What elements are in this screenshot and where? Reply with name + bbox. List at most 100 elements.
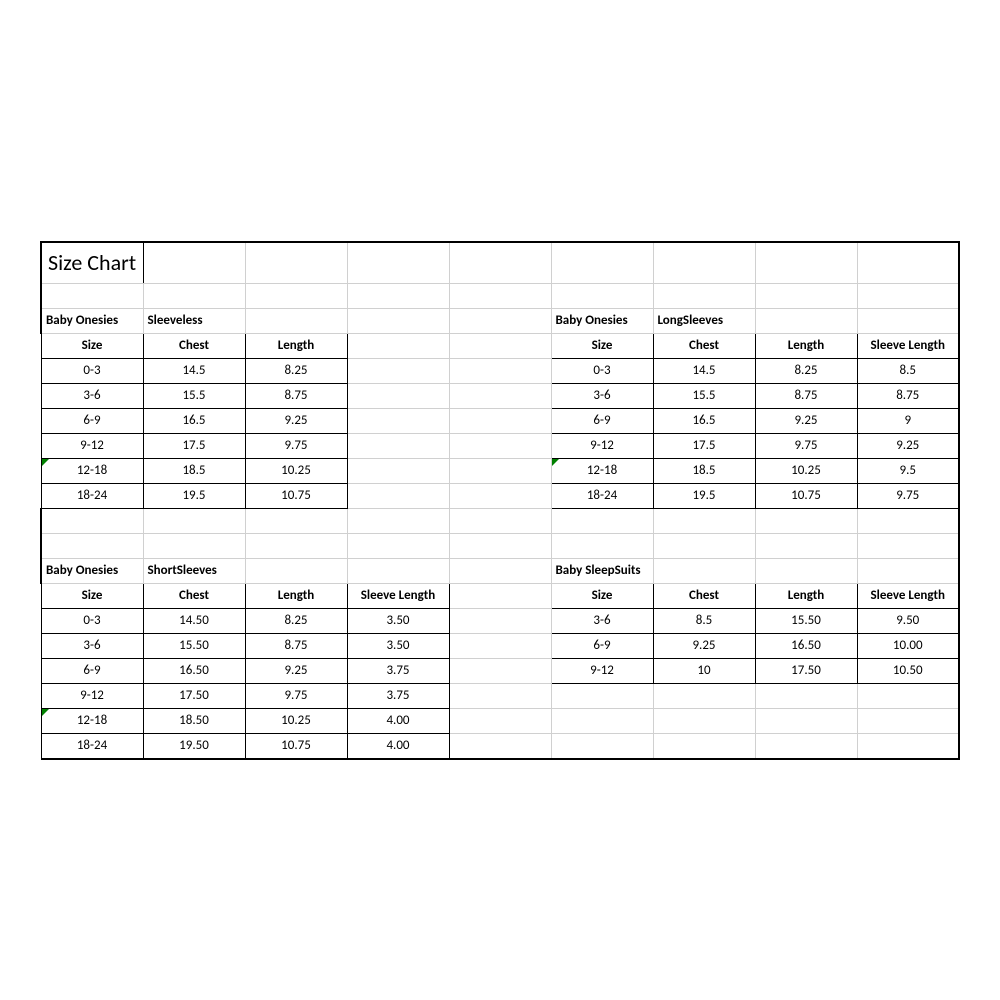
s1r-col-chest: Chest [653, 333, 755, 358]
table-cell: 3.75 [347, 658, 449, 683]
table-cell: 9.5 [857, 458, 959, 483]
s1r-col-length: Length [755, 333, 857, 358]
table-cell: 15.5 [653, 383, 755, 408]
table-cell: 9-12 [551, 658, 653, 683]
table-cell: 17.50 [143, 683, 245, 708]
table-cell: 18-24 [41, 483, 143, 508]
table-cell: 6-9 [551, 633, 653, 658]
table-cell: 10.75 [245, 483, 347, 508]
table-cell: 12-18 [41, 458, 143, 483]
table-cell: 12-18 [551, 458, 653, 483]
table-cell: 14.5 [653, 358, 755, 383]
table-cell: 10.75 [755, 483, 857, 508]
table-cell: 3-6 [551, 383, 653, 408]
section1-left-variant: Sleeveless [143, 308, 245, 333]
section2-left-variant: ShortSleeves [143, 558, 245, 583]
s2l-col-length: Length [245, 583, 347, 608]
section1-right-variant: LongSleeves [653, 308, 755, 333]
table-cell: 9.75 [245, 683, 347, 708]
table-cell: 10.00 [857, 633, 959, 658]
table-cell: 9.75 [245, 433, 347, 458]
table-cell: 6-9 [41, 658, 143, 683]
table-cell: 8.25 [755, 358, 857, 383]
table-cell: 3-6 [551, 608, 653, 633]
table-cell: 15.50 [143, 633, 245, 658]
s1r-col-size: Size [551, 333, 653, 358]
table-cell: 16.5 [143, 408, 245, 433]
table-cell: 17.50 [755, 658, 857, 683]
table-cell: 9.50 [857, 608, 959, 633]
table-cell: 0-3 [551, 358, 653, 383]
table-cell: 19.5 [143, 483, 245, 508]
s2l-col-sleeve: Sleeve Length [347, 583, 449, 608]
table-cell: 10.25 [755, 458, 857, 483]
section2-right-name: Baby SleepSuits [551, 558, 653, 583]
table-cell: 9 [857, 408, 959, 433]
table-cell: 19.50 [143, 733, 245, 759]
s1r-col-sleeve: Sleeve Length [857, 333, 959, 358]
s1l-col-length: Length [245, 333, 347, 358]
page-title: Size Chart [41, 242, 143, 284]
table-cell: 8.5 [857, 358, 959, 383]
table-cell: 19.5 [653, 483, 755, 508]
table-cell: 9.25 [653, 633, 755, 658]
table-cell: 9.25 [755, 408, 857, 433]
table-cell: 9.25 [857, 433, 959, 458]
s2l-col-chest: Chest [143, 583, 245, 608]
table-cell: 12-18 [41, 708, 143, 733]
table-cell: 15.5 [143, 383, 245, 408]
table-cell: 6-9 [551, 408, 653, 433]
table-cell: 18-24 [551, 483, 653, 508]
table-cell: 6-9 [41, 408, 143, 433]
table-cell: 18.5 [143, 458, 245, 483]
table-cell: 10.50 [857, 658, 959, 683]
table-cell: 16.5 [653, 408, 755, 433]
s1l-col-size: Size [41, 333, 143, 358]
table-cell: 3.75 [347, 683, 449, 708]
table-cell: 8.25 [245, 358, 347, 383]
table-cell: 9-12 [41, 683, 143, 708]
table-cell: 9-12 [41, 433, 143, 458]
table-cell: 15.50 [755, 608, 857, 633]
table-cell: 18.50 [143, 708, 245, 733]
s2r-col-sleeve: Sleeve Length [857, 583, 959, 608]
section2-left-name: Baby Onesies [41, 558, 143, 583]
table-cell: 9.75 [755, 433, 857, 458]
s2r-col-size: Size [551, 583, 653, 608]
table-cell: 9.75 [857, 483, 959, 508]
table-cell: 4.00 [347, 708, 449, 733]
table-cell: 8.75 [755, 383, 857, 408]
table-cell: 18-24 [41, 733, 143, 759]
table-cell: 9-12 [551, 433, 653, 458]
s2l-col-size: Size [41, 583, 143, 608]
table-cell: 8.75 [857, 383, 959, 408]
table-cell: 3.50 [347, 633, 449, 658]
table-cell: 9.25 [245, 408, 347, 433]
size-chart-spreadsheet: Size Chart Baby Onesies Sleeveless Baby … [40, 241, 960, 760]
s2r-col-length: Length [755, 583, 857, 608]
table-cell: 3-6 [41, 383, 143, 408]
table-cell: 0-3 [41, 608, 143, 633]
table-cell: 16.50 [143, 658, 245, 683]
section1-right-name: Baby Onesies [551, 308, 653, 333]
table-cell: 14.50 [143, 608, 245, 633]
table-cell: 10.25 [245, 458, 347, 483]
table-cell: 18.5 [653, 458, 755, 483]
table-cell: 10.75 [245, 733, 347, 759]
table-cell: 10 [653, 658, 755, 683]
table-cell: 8.75 [245, 383, 347, 408]
table-cell: 16.50 [755, 633, 857, 658]
s2r-col-chest: Chest [653, 583, 755, 608]
table-cell: 3.50 [347, 608, 449, 633]
table-cell: 3-6 [41, 633, 143, 658]
section1-left-name: Baby Onesies [41, 308, 143, 333]
table-cell: 10.25 [245, 708, 347, 733]
table-cell: 9.25 [245, 658, 347, 683]
table-cell: 17.5 [143, 433, 245, 458]
table-cell: 8.5 [653, 608, 755, 633]
table-cell: 17.5 [653, 433, 755, 458]
table-cell: 8.75 [245, 633, 347, 658]
table-cell: 4.00 [347, 733, 449, 759]
table-cell: 8.25 [245, 608, 347, 633]
s1l-col-chest: Chest [143, 333, 245, 358]
